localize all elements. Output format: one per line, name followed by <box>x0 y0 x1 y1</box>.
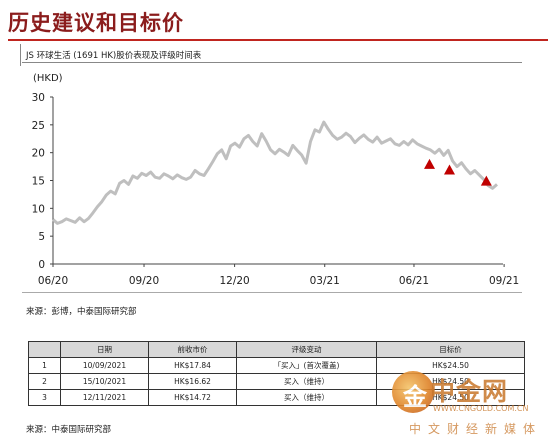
y-tick-label: 10 <box>32 203 45 215</box>
table-row: 1 10/09/2021 HK$17.84 「买入」(首次覆盖) HK$24.5… <box>28 357 525 374</box>
table-cell: HK$14.72 <box>148 389 237 406</box>
table-cell: 买入（维持） <box>236 389 377 406</box>
x-tick-label: 09/21 <box>489 275 519 287</box>
watermark-url: WWW.CNGOLD.COM.CN <box>433 404 529 413</box>
table-header-row: 日期 前收市价 评级变动 目标价 <box>28 341 525 358</box>
table-cell: 10/09/2021 <box>60 357 149 374</box>
table-header: 前收市价 <box>148 341 237 358</box>
y-tick-label: 25 <box>32 120 45 132</box>
caption-rule <box>22 62 522 63</box>
x-tick-label: 06/20 <box>38 275 68 287</box>
watermark-logo-text: 中金网 <box>430 377 509 406</box>
table-cell: 2 <box>28 373 61 390</box>
y-axis-label: (HKD) <box>33 73 63 84</box>
rating-marker <box>480 175 492 186</box>
table-header: 目标价 <box>376 341 525 358</box>
x-tick-label: 09/20 <box>129 275 159 287</box>
rating-marker <box>424 158 436 169</box>
x-tick-label: 03/21 <box>310 275 340 287</box>
y-tick-label: 30 <box>32 92 45 104</box>
x-tick-label: 06/21 <box>399 275 429 287</box>
caption-divider <box>20 44 21 66</box>
y-tick-label: 15 <box>32 176 45 188</box>
table-cell: HK$16.62 <box>148 373 237 390</box>
table-header <box>28 341 61 358</box>
chart-source: 来源：彭博，中泰国际研究部 <box>26 307 137 317</box>
table-cell: HK$17.84 <box>148 357 237 374</box>
table-header: 评级变动 <box>236 341 377 358</box>
x-tick-label: 12/20 <box>219 275 249 287</box>
watermark-tagline: 中文财经新媒体 <box>409 422 543 436</box>
source-rule <box>22 292 522 293</box>
table-cell: 15/10/2021 <box>60 373 149 390</box>
price-chart: (HKD) 0 5 10 15 20 25 30 06/20 09/20 12/20 03/21 06/… <box>32 73 520 287</box>
watermark-glyph: 金 <box>403 382 427 411</box>
chart-caption: JS 环球生活 (1691 HK)股价表现及评级时间表 <box>26 51 202 61</box>
y-tick-label: 5 <box>38 231 45 243</box>
table-cell: 1 <box>28 357 61 374</box>
rating-marker <box>443 164 455 175</box>
price-series-line <box>52 120 498 225</box>
table-cell: 3 <box>28 389 61 406</box>
y-tick-label: 0 <box>38 259 45 271</box>
table-cell: 12/11/2021 <box>60 389 149 406</box>
title-underline <box>8 39 548 41</box>
y-tick-label: 20 <box>32 148 45 160</box>
page-title: 历史建议和目标价 <box>8 10 184 35</box>
table-source: 来源：中泰国际研究部 <box>26 425 112 435</box>
table-cell: 买入（维持） <box>236 373 377 390</box>
watermark-logo-icon: 金 <box>392 371 434 413</box>
table-cell: 「买入」(首次覆盖) <box>236 357 377 374</box>
table-header: 日期 <box>60 341 149 358</box>
